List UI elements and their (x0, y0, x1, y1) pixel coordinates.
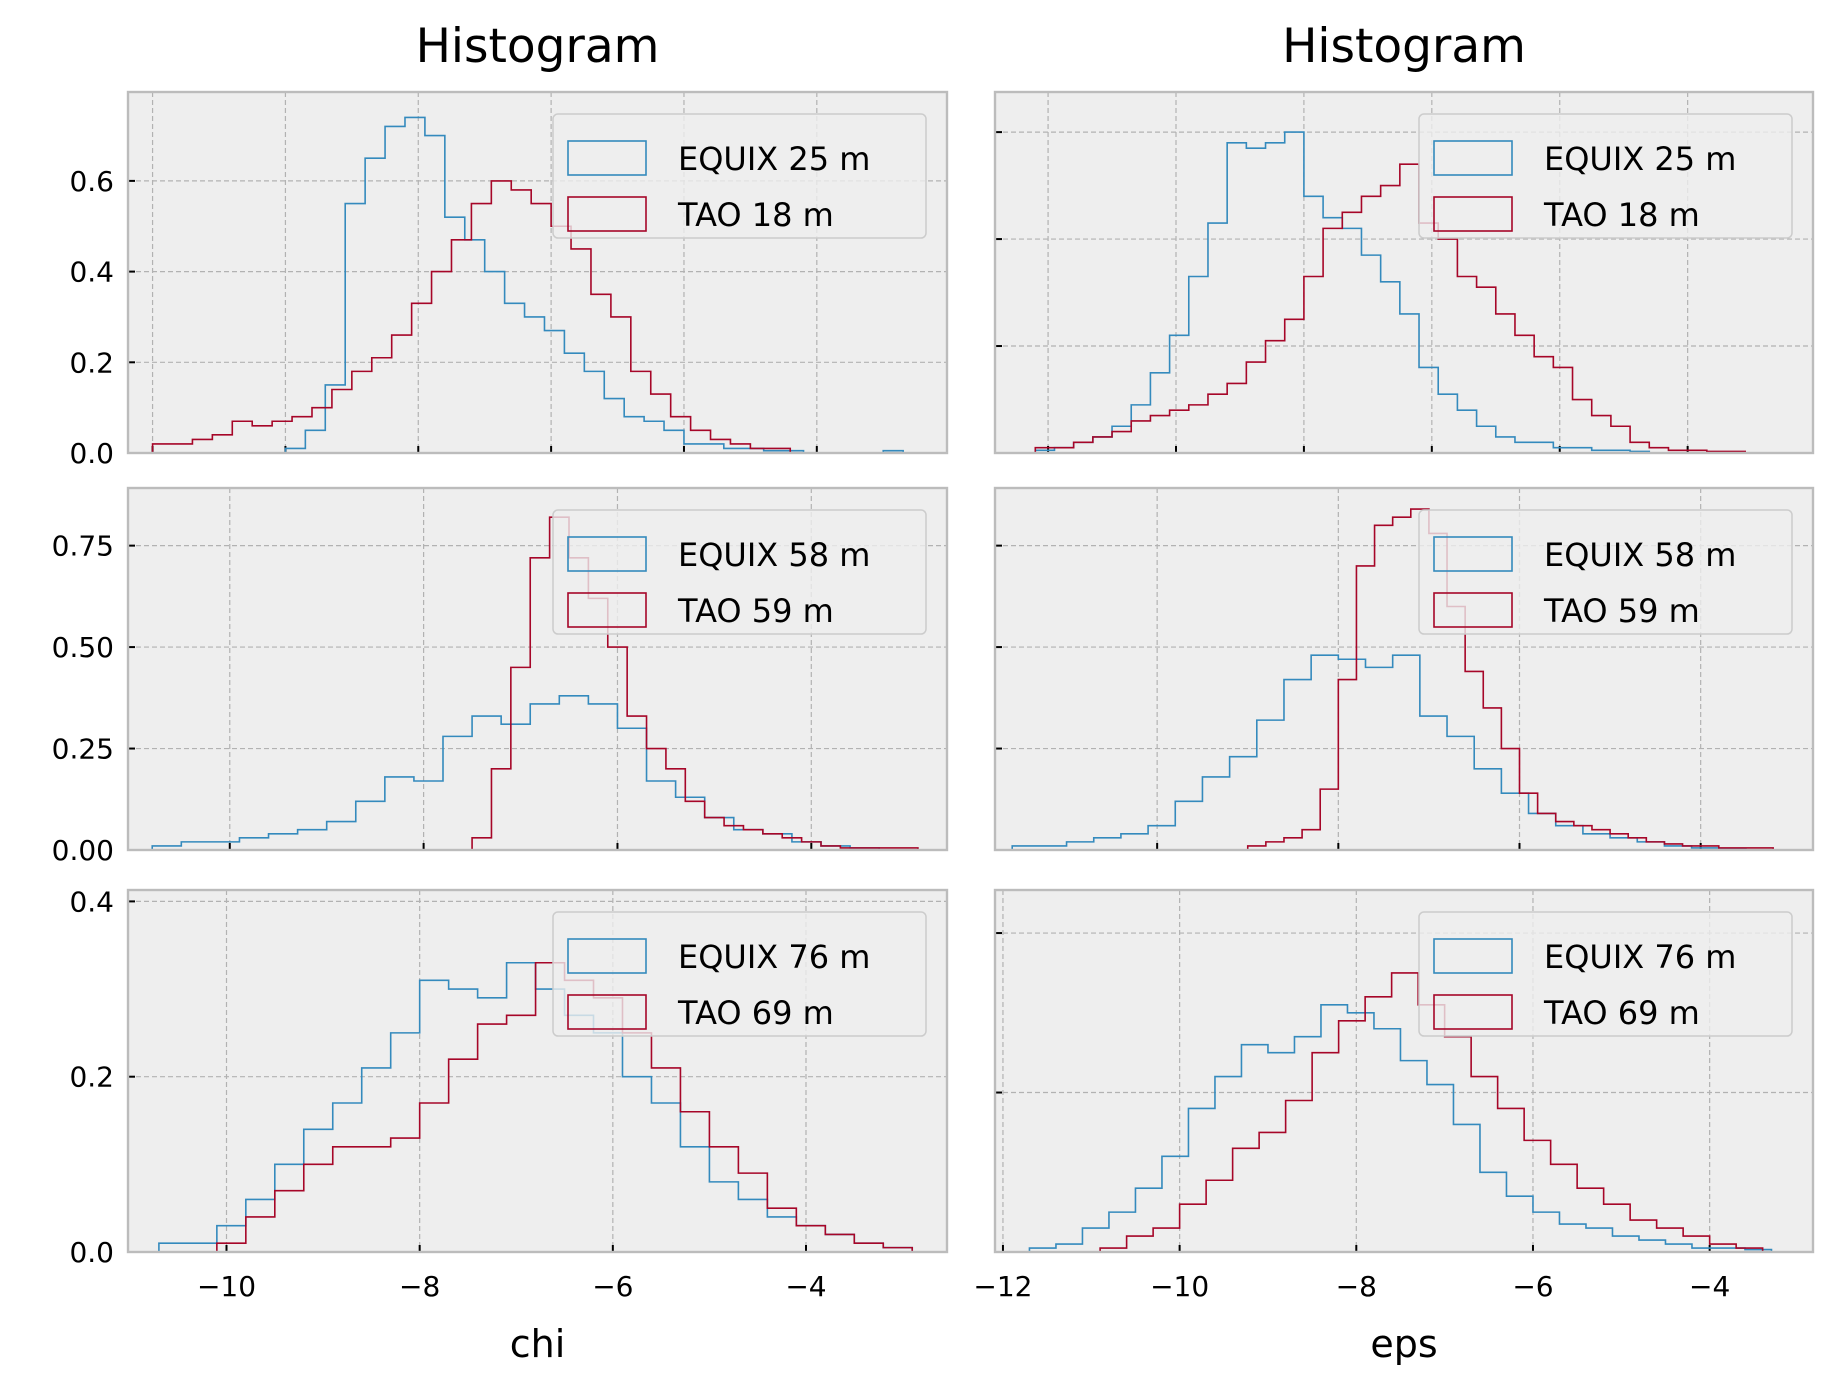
histogram-equix (284, 116, 904, 453)
legend: EQUIX 76 m TAO 69 m (1418, 911, 1793, 1037)
legend-label: EQUIX 25 m (678, 140, 870, 178)
legend-swatch (1433, 994, 1513, 1030)
legend-label: TAO 59 m (1543, 592, 1700, 630)
panel-2: EQUIX 25 m TAO 18 m Histogram (993, 19, 1815, 455)
x-tick-label: −10 (197, 1270, 256, 1303)
panel-title: Histogram (1282, 19, 1526, 74)
y-tick-label: 0.2 (69, 346, 114, 379)
histogram-equix (1028, 1004, 1773, 1252)
legend-swatch (567, 994, 647, 1030)
legend: EQUIX 58 m TAO 59 m (1418, 509, 1793, 635)
legend: EQUIX 25 m TAO 18 m (552, 113, 927, 239)
legend-label: TAO 69 m (1543, 994, 1700, 1032)
legend-swatch (1433, 592, 1513, 628)
legend: EQUIX 25 m TAO 18 m (1418, 113, 1793, 239)
y-tick-label: 0.0 (69, 1236, 114, 1269)
legend-swatch (1433, 938, 1513, 974)
y-tick-label: 0.50 (52, 631, 114, 664)
legend-label: EQUIX 58 m (1544, 536, 1736, 574)
y-tick-label: 0.6 (69, 165, 114, 198)
histogram-tao (471, 516, 919, 850)
x-tick-label: −6 (1512, 1270, 1553, 1303)
histogram-series-group (151, 516, 919, 850)
x-axis-label: eps (1370, 1322, 1437, 1366)
panel-6: −12 −10 −8 −6 −4 EQUIX 76 m TAO 69 m eps (973, 888, 1815, 1366)
legend-swatch (1433, 196, 1513, 232)
legend-label: TAO 59 m (677, 592, 834, 630)
legend: EQUIX 76 m TAO 69 m (552, 911, 927, 1037)
x-tick-label: −8 (1336, 1270, 1377, 1303)
y-tick-label: 0.2 (69, 1061, 114, 1094)
legend-swatch (567, 592, 647, 628)
axes-frame (993, 888, 1815, 1254)
histogram-series-group (151, 116, 904, 453)
axes-frame (993, 90, 1815, 455)
legend-label: TAO 69 m (677, 994, 834, 1032)
panel-4: EQUIX 58 m TAO 59 m (993, 486, 1815, 852)
panel-title: Histogram (416, 19, 660, 74)
legend-swatch (567, 140, 647, 176)
legend: EQUIX 58 m TAO 59 m (552, 509, 927, 635)
x-tick-label: −4 (1689, 1270, 1730, 1303)
legend-swatch (1433, 140, 1513, 176)
y-tick-label: 0.00 (52, 834, 114, 867)
histogram-series-group (1034, 131, 1747, 453)
x-tick-label: −8 (399, 1270, 440, 1303)
x-tick-label: −10 (1150, 1270, 1209, 1303)
y-tick-label: 0.75 (52, 530, 114, 563)
axes-frame (126, 90, 949, 455)
axes-frame (126, 888, 949, 1254)
legend-label: EQUIX 76 m (678, 938, 870, 976)
panel-1: 0.0 0.2 0.4 0.6 EQUIX 25 m TAO 18 m Histogram (69, 19, 949, 470)
legend-swatch (1433, 536, 1513, 572)
panel-5: −10 −8 −6 −4 0.0 0.2 0.4 EQUIX 76 m TAO 69 m chi (69, 885, 949, 1366)
axes-frame (993, 486, 1815, 852)
histogram-series-group (1011, 508, 1774, 850)
histogram-tao (1246, 508, 1774, 850)
x-tick-label: −12 (973, 1270, 1032, 1303)
legend-label: TAO 18 m (677, 196, 834, 234)
histogram-tao (151, 180, 792, 453)
y-tick-label: 0.0 (69, 437, 114, 470)
y-tick-label: 0.4 (69, 256, 114, 289)
x-axis-label: chi (510, 1322, 566, 1366)
legend-label: TAO 18 m (1543, 196, 1700, 234)
x-tick-label: −6 (592, 1270, 633, 1303)
legend-swatch (567, 938, 647, 974)
histogram-tao (1034, 163, 1747, 453)
y-tick-label: 0.4 (69, 885, 114, 918)
axes-frame (126, 486, 949, 852)
legend-swatch (567, 536, 647, 572)
x-tick-label: −4 (785, 1270, 826, 1303)
legend-label: EQUIX 25 m (1544, 140, 1736, 178)
histogram-equix (1034, 131, 1651, 453)
panel-3: 0.00 0.25 0.50 0.75 EQUIX 58 m TAO 59 m (52, 486, 949, 867)
legend-label: EQUIX 76 m (1544, 938, 1736, 976)
legend-label: EQUIX 58 m (678, 536, 870, 574)
y-tick-label: 0.25 (52, 733, 114, 766)
legend-swatch (567, 196, 647, 232)
